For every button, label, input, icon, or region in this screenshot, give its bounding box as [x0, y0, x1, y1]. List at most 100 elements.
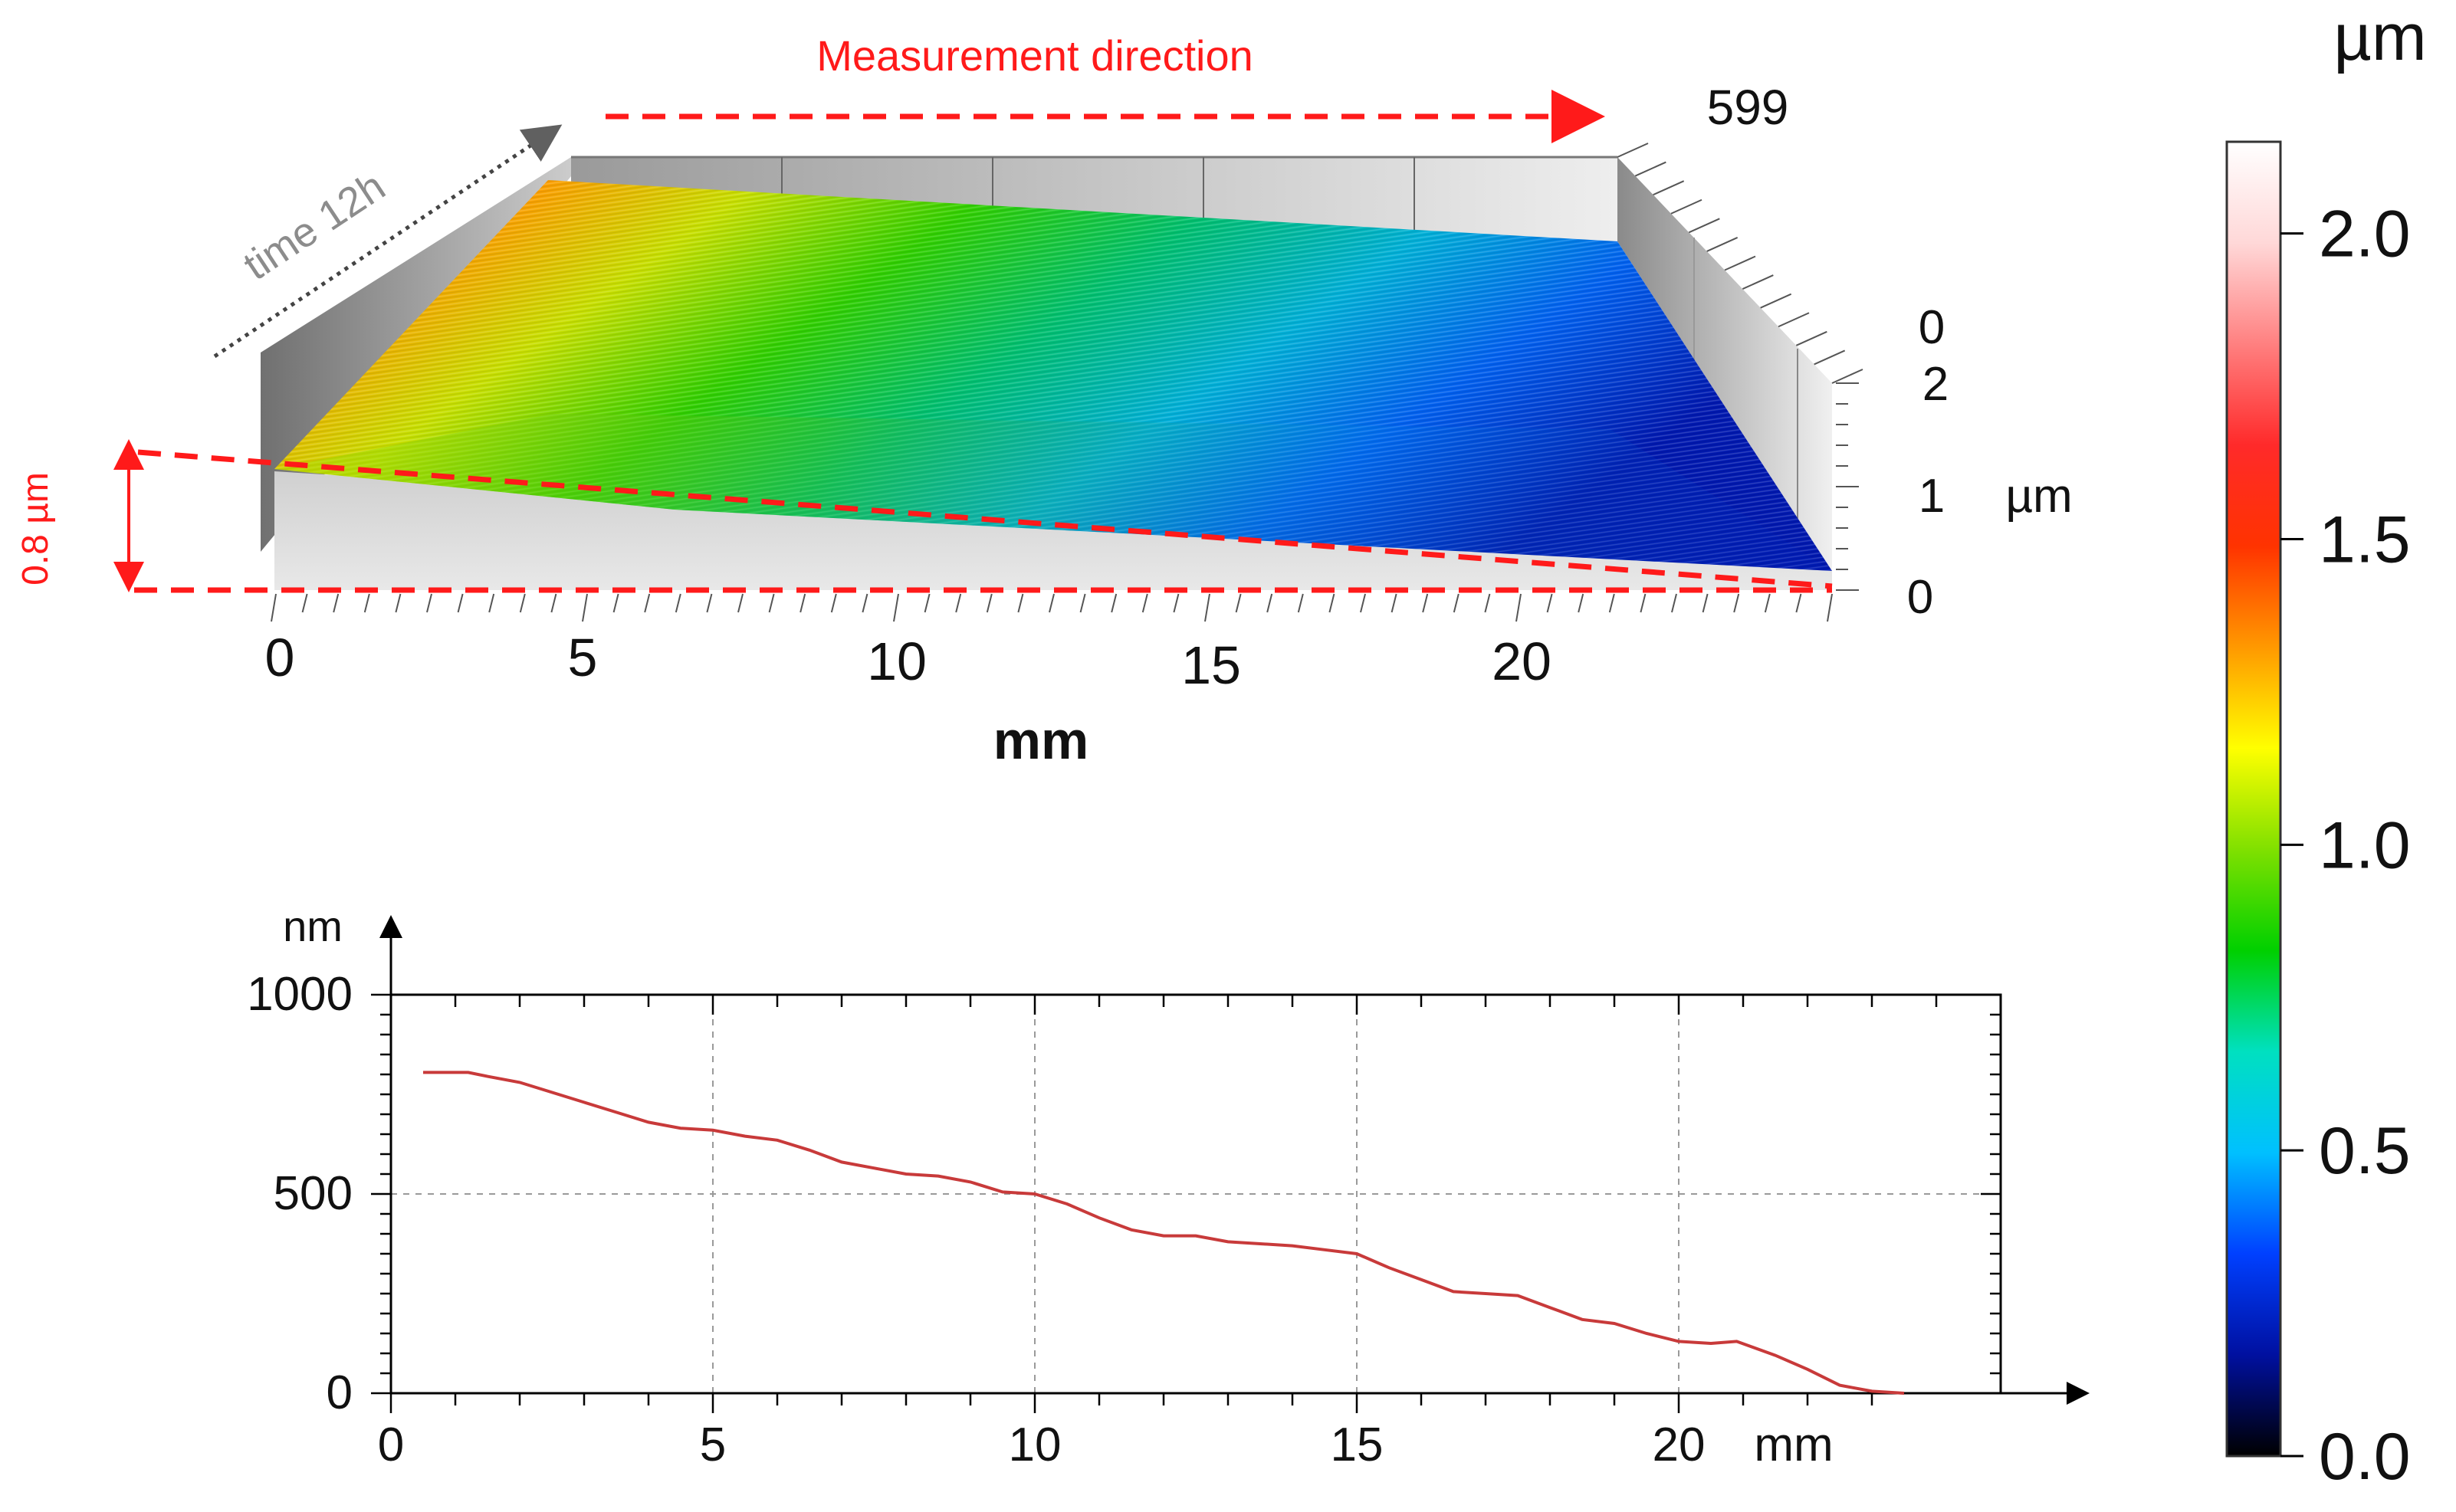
x3d-tick: [582, 593, 588, 622]
profile-series-line: [423, 1071, 1905, 1395]
colorbar-tick-label: 0.0: [2319, 1420, 2411, 1494]
z-axis-ticks: [1836, 382, 1859, 591]
x-axis-ticks: [389, 995, 2002, 1413]
depth-tick: [1760, 293, 1792, 309]
z-axis-tick-1: 1: [1919, 470, 1945, 523]
x3d-tick: [768, 593, 775, 613]
x3d-tick: [1702, 593, 1709, 613]
right-wall: [1617, 157, 1832, 571]
height-difference-label: 0.8 µm: [15, 472, 56, 585]
x3d-tick: [1328, 593, 1335, 613]
x-tick-label: 10: [1009, 1419, 1062, 1471]
z-axis-unit: µm: [2005, 470, 2072, 523]
depth-tick: [1688, 218, 1720, 234]
y-tick-label: 500: [274, 1167, 353, 1220]
x3d-tick: [986, 593, 993, 613]
chart-y-axis-label: nm: [283, 902, 343, 950]
x3d-tick: [1141, 593, 1148, 613]
x3d-tick-5: 5: [568, 628, 598, 687]
depth-tick: [1617, 143, 1649, 158]
z-axis-back-tick: 0: [1919, 301, 1945, 354]
colorbar-ticks: 0.0 0.5 1.0 1.5 2.0: [2280, 198, 2411, 1494]
depth-tick: [1634, 161, 1666, 177]
depth-tick: [1706, 237, 1739, 252]
height-surface-front-shade: [274, 414, 1832, 571]
grid-lines: [391, 995, 2001, 1393]
x3d-tick: [924, 593, 931, 613]
x3d-tick: [1827, 593, 1833, 622]
y-tick-label: 1000: [247, 968, 353, 1021]
x3d-tick: [1640, 593, 1647, 613]
x3d-tick: [1546, 593, 1553, 613]
depth-tick: [1831, 369, 1863, 384]
x3d-tick: [737, 593, 744, 613]
x3d-tick: [862, 593, 868, 613]
time-label: time 12h: [235, 163, 393, 289]
colorbar-gradient-bar: [2225, 140, 2282, 1458]
x3d-tick: [1266, 593, 1273, 613]
x-tick-label: 0: [378, 1419, 404, 1471]
x3d-tick: [301, 593, 308, 613]
x3d-tick: [1204, 593, 1210, 622]
measurement-direction-label: Measurement direction: [816, 31, 1253, 80]
x3d-tick: [800, 593, 806, 613]
depth-tick: [1795, 330, 1827, 346]
colorbar-tick-label: 1.0: [2319, 808, 2411, 882]
x-tick-label: 5: [700, 1419, 726, 1471]
x-axis-3d-ticks: [271, 593, 1833, 622]
slope-dashed-line: [137, 449, 1833, 589]
x3d-tick: [271, 593, 277, 622]
colorbar: 0.0 0.5 1.0 1.5 2.0 µm: [2225, 1, 2427, 1494]
x3d-tick: [830, 593, 837, 613]
x3d-tick: [426, 593, 432, 613]
x-tick-label: 20: [1653, 1419, 1706, 1471]
x3d-tick: [1578, 593, 1584, 613]
chart-tick-labels: 0 5 10 15 20 mm 0 500 1000: [247, 968, 1834, 1471]
x3d-tick: [1671, 593, 1677, 613]
y-tick-label: 0: [327, 1366, 353, 1419]
measurement-direction-annotation: Measurement direction: [606, 31, 1605, 143]
depth-tick: [1670, 198, 1702, 215]
colorbar-tick-label: 2.0: [2319, 198, 2411, 271]
height-difference-annotation: 0.8 µm: [15, 439, 1833, 593]
depth-tick: [1814, 349, 1846, 366]
x3d-tick: [1453, 593, 1459, 613]
x3d-tick: [706, 593, 713, 613]
x3d-tick: [488, 593, 495, 613]
x3d-tick-20: 20: [1492, 631, 1551, 691]
x3d-tick: [1297, 593, 1304, 613]
x3d-tick-10: 10: [867, 631, 927, 691]
time-arrow: [213, 124, 563, 359]
x3d-tick: [1391, 593, 1397, 613]
z-axis-tick-0: 0: [1907, 571, 1933, 624]
x3d-tick: [1484, 593, 1491, 613]
x3d-tick: [612, 593, 619, 613]
y-axis-ticks: [371, 993, 2001, 1395]
x3d-tick: [1235, 593, 1242, 613]
x3d-tick: [1795, 593, 1802, 613]
x3d-tick: [1017, 593, 1024, 613]
x3d-tick: [363, 593, 370, 613]
x3d-tick: [1608, 593, 1615, 613]
surface-plot-3d: [261, 143, 1863, 622]
x3d-tick: [644, 593, 651, 613]
x3d-tick: [1049, 593, 1055, 613]
x3d-tick: [893, 593, 899, 622]
colorbar-tick-label: 1.5: [2319, 503, 2411, 576]
depth-axis-ticks: [1617, 143, 1863, 384]
chart-x-axis-label: mm: [1754, 1419, 1833, 1471]
x3d-tick: [1079, 593, 1086, 613]
colorbar-tick-label: 0.5: [2319, 1114, 2411, 1188]
plot-frame: [389, 993, 2002, 1395]
x3d-axis-label: mm: [993, 710, 1088, 770]
depth-tick: [1742, 274, 1774, 290]
z-axis-tick-2: 2: [1922, 358, 1949, 411]
x3d-tick: [955, 593, 962, 613]
depth-tick: [1724, 255, 1756, 271]
depth-tick: [1778, 312, 1810, 328]
x3d-tick: [675, 593, 681, 613]
x3d-tick: [550, 593, 557, 613]
x3d-tick: [519, 593, 526, 613]
x3d-tick: [333, 593, 340, 613]
